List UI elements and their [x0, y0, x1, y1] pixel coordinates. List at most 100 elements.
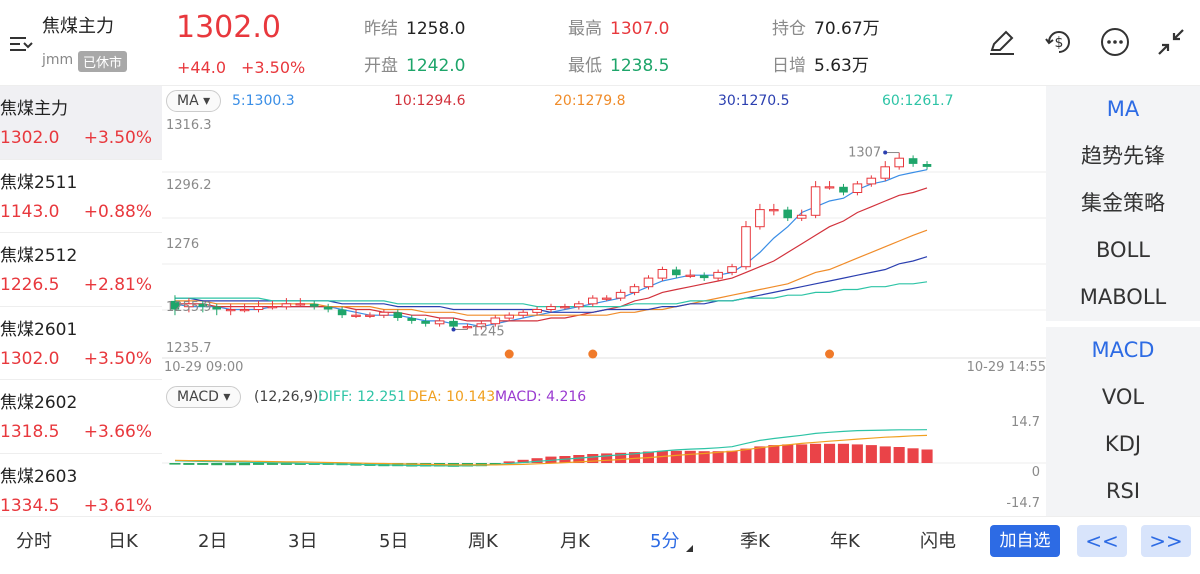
macd-histogram-bar [879, 446, 891, 463]
tab-5min[interactable]: 5分 [650, 531, 680, 552]
contract-list-item[interactable]: 焦煤2603 1334.5 +3.61% [0, 454, 162, 517]
macd-diff-line [174, 429, 928, 467]
macd-histogram-bar [712, 451, 724, 463]
candle-body [337, 309, 347, 316]
stat-open-interest: 持仓 70.67万 [772, 19, 880, 39]
next-button[interactable]: >> [1141, 525, 1191, 557]
contract-list-item[interactable]: 焦煤2512 1226.5 +2.81% [0, 233, 162, 307]
macd-histogram-bar [517, 459, 529, 463]
ma-indicator-dropdown[interactable]: MA ▾ [166, 90, 222, 112]
indicator-maboll[interactable]: MABOLL [1079, 285, 1167, 309]
macd-histogram-bar [684, 450, 696, 463]
contract-list-item[interactable]: 焦煤2511 1143.0 +0.88% [0, 160, 162, 233]
tab-timeshare[interactable]: 分时 [16, 531, 52, 552]
macd-indicator-dropdown[interactable]: MACD ▾ [166, 386, 242, 408]
candle-body [462, 326, 473, 329]
stat-open: 开盘 1242.0 [364, 56, 466, 76]
macd-histogram-bar [629, 452, 641, 463]
candle-body [769, 209, 779, 212]
indicator-boll[interactable]: BOLL [1096, 238, 1150, 262]
macd-histogram-bar [824, 443, 836, 463]
candle-body [309, 303, 319, 307]
indicator-ma[interactable]: MA [1106, 97, 1140, 121]
candle-body [490, 317, 501, 325]
contract-title: 焦煤主力 [42, 16, 114, 37]
exchange-code: jmm [42, 52, 74, 68]
trade-dollar-icon[interactable]: $ [1043, 26, 1075, 58]
macd-histogram-bar [573, 455, 585, 463]
event-marker-dot [825, 349, 835, 359]
svg-text:$: $ [1055, 35, 1064, 51]
tab-daily[interactable]: 日K [108, 531, 138, 552]
ma20-value: 20:1279.8 [554, 93, 626, 109]
y-tick-label: 1316.3 [166, 118, 212, 133]
stat-low: 最低 1238.5 [568, 56, 670, 76]
macd-histogram-bar [587, 454, 599, 463]
collapse-icon[interactable] [1155, 26, 1187, 58]
candle-body [657, 269, 668, 279]
candle-body [323, 306, 333, 310]
candle-body [267, 306, 278, 309]
chevron-down-icon: ▾ [223, 389, 231, 405]
candle-body [365, 314, 375, 317]
prev-button[interactable]: << [1077, 525, 1127, 557]
contract-list: 焦煤主力 1302.0 +3.50% 焦煤2511 1143.0 +0.88% … [0, 86, 162, 516]
indicator-macd[interactable]: MACD [1091, 338, 1155, 362]
indicator-rsi[interactable]: RSI [1105, 479, 1141, 503]
macd-histogram-bar [266, 463, 278, 465]
tab-lightning[interactable]: 闪电 [920, 531, 956, 552]
tab-weekly[interactable]: 周K [468, 531, 498, 552]
candle-body [449, 320, 458, 327]
candle-body [713, 271, 723, 279]
macd-histogram-bar [740, 448, 752, 463]
indicator-trend[interactable]: 趋势先锋 [1081, 144, 1165, 168]
macd-histogram-bar [907, 448, 919, 463]
tab-quarterly[interactable]: 季K [740, 531, 770, 552]
macd-histogram-bar [253, 463, 265, 465]
candle-body [198, 303, 208, 307]
indicator-strategy[interactable]: 集金策略 [1081, 191, 1165, 215]
tab-5day[interactable]: 5日 [379, 531, 409, 552]
low-marker-dot [451, 327, 456, 332]
draw-pen-icon[interactable] [986, 26, 1018, 58]
high-label: 1307 [848, 146, 881, 161]
macd-histogram-bar [601, 453, 613, 463]
macd-histogram-bar [183, 463, 195, 465]
candle-body [824, 186, 835, 189]
macd-histogram-bar [503, 461, 515, 463]
candle-body [476, 323, 487, 328]
tab-3day[interactable]: 3日 [288, 531, 318, 552]
macd-histogram-bar [754, 446, 766, 463]
more-icon[interactable] [1099, 26, 1131, 58]
indicator-vol[interactable]: VOL [1101, 385, 1145, 409]
macd-histogram-bar [810, 443, 822, 463]
candle-body [407, 318, 416, 321]
contract-list-item[interactable]: 焦煤2601 1302.0 +3.50% [0, 307, 162, 380]
ma60-value: 60:1261.7 [882, 93, 954, 109]
candle-body [741, 226, 751, 268]
y-tick-label: 1255.9 [166, 300, 212, 315]
menu-icon[interactable] [8, 30, 34, 56]
macd-histogram-bar [531, 458, 543, 463]
stat-daily-increase: 日增 5.63万 [772, 56, 869, 76]
tab-2day[interactable]: 2日 [198, 531, 228, 552]
contract-list-item[interactable]: 焦煤主力 1302.0 +3.50% [0, 86, 162, 160]
tab-yearly[interactable]: 年K [830, 531, 860, 552]
ma30-value: 30:1270.5 [718, 93, 790, 109]
macd-histogram-bar [169, 463, 181, 465]
kline-chart-area[interactable]: MA ▾ 5:1300.3 10:1294.6 20:1279.8 30:127… [162, 86, 1046, 516]
ma20-line [175, 229, 928, 316]
indicator-kdj[interactable]: KDJ [1104, 432, 1142, 456]
contract-list-item[interactable]: 焦煤2602 1318.5 +3.66% [0, 380, 162, 454]
add-favorite-button[interactable]: 加自选 [990, 525, 1060, 557]
candle-body [393, 312, 403, 318]
macd-histogram-bar [726, 450, 738, 463]
candle-body [532, 309, 542, 313]
stat-prev-settle: 昨结 1258.0 [364, 19, 466, 39]
macd-histogram-bar [615, 452, 627, 463]
macd-histogram-bar [239, 463, 251, 466]
candle-body [588, 297, 598, 305]
macd-histogram-bar [893, 447, 905, 463]
tab-monthly[interactable]: 月K [560, 531, 590, 552]
macd-histogram-bar [865, 445, 877, 463]
